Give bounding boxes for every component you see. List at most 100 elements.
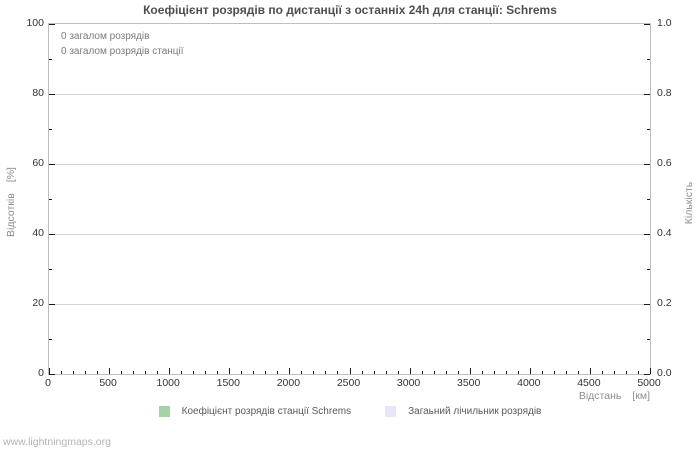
y2-axis-tick-label: 0.0 [657, 367, 672, 379]
y-tick-mark [49, 304, 55, 305]
x-minor-tick-mark [193, 371, 195, 374]
x-minor-tick-mark [145, 371, 147, 374]
legend-item: Загаьний лічильник розрядів [385, 406, 541, 417]
y-tick-mark [49, 234, 55, 235]
x-tick-mark [229, 368, 231, 374]
x-tick-mark [109, 368, 111, 374]
gridline [49, 234, 650, 235]
x-minor-tick-mark [157, 371, 159, 374]
y-axis-tick-label: 20 [32, 297, 44, 309]
x-minor-tick-mark [565, 371, 567, 374]
x-minor-tick-mark [553, 371, 555, 374]
x-axis-title: Відстань [км] [579, 390, 650, 402]
x-minor-tick-mark [277, 371, 279, 374]
x-axis-tick-label: 0 [45, 377, 51, 389]
y-axis-tick-label: 80 [32, 87, 44, 99]
x-tick-mark [529, 368, 531, 374]
x-axis-tick-label: 1000 [156, 377, 180, 389]
x-minor-tick-mark [337, 371, 339, 374]
x-minor-tick-mark [433, 371, 435, 374]
x-minor-tick-mark [493, 371, 495, 374]
x-minor-tick-mark [625, 371, 627, 374]
x-axis-tick-label: 2500 [336, 377, 361, 389]
y2-axis-title-text: Кількість [683, 181, 695, 225]
legend: Коефіцієнт розрядів станції Schrems Загаь… [0, 406, 700, 417]
x-minor-tick-mark [385, 371, 387, 374]
x-minor-tick-mark [637, 371, 639, 374]
y2-axis-title: Кількість [683, 182, 695, 225]
y2-tick-mark [644, 94, 650, 95]
legend-swatch [385, 406, 397, 417]
gridline [49, 304, 650, 305]
y2-axis-tick-label: 0.8 [657, 87, 672, 99]
x-minor-tick-mark [313, 371, 315, 374]
plot-area: 0 загалом розрядів 0 загалом розрядів ста… [48, 23, 651, 375]
y2-tick-mark [644, 374, 650, 375]
x-minor-tick-mark [121, 371, 123, 374]
x-minor-tick-mark [325, 371, 327, 374]
y-tick-mark [49, 94, 55, 95]
x-tick-mark [409, 368, 411, 374]
gridline [49, 94, 650, 95]
x-minor-tick-mark [445, 371, 447, 374]
x-tick-mark [49, 368, 50, 374]
x-axis-tick-label: 5000 [637, 377, 661, 389]
y-axis-tick-label: 100 [26, 17, 44, 29]
y-axis-title: Відсотків [%] [5, 167, 17, 237]
x-tick-mark [469, 368, 471, 374]
y2-minor-tick-mark [647, 129, 650, 130]
x-minor-tick-mark [601, 371, 603, 374]
x-minor-tick-mark [541, 371, 543, 374]
x-minor-tick-mark [217, 371, 219, 374]
y2-tick-mark [644, 304, 650, 305]
x-minor-tick-mark [481, 371, 483, 374]
x-axis-tick-label: 2000 [276, 377, 301, 389]
y-axis-tick-label: 40 [32, 227, 44, 239]
y2-minor-tick-mark [647, 59, 650, 60]
legend-label: Коефіцієнт розрядів станції Schrems [181, 406, 352, 417]
y2-minor-tick-mark [647, 269, 650, 270]
y-tick-mark [49, 24, 55, 25]
x-tick-mark [289, 368, 291, 374]
x-axis-tick-label: 4500 [577, 377, 601, 389]
legend-swatch [158, 406, 170, 417]
legend-item: Коефіцієнт розрядів станції Schrems [158, 406, 352, 417]
x-minor-tick-mark [373, 371, 375, 374]
annotation-line: 0 загалом розрядів станції [61, 46, 184, 57]
x-minor-tick-mark [397, 371, 399, 374]
y2-minor-tick-mark [647, 339, 650, 340]
y2-axis-tick-label: 0.2 [657, 297, 672, 309]
gridline [49, 164, 650, 165]
x-minor-tick-mark [421, 371, 423, 374]
y2-axis-tick-label: 1.0 [657, 17, 672, 29]
y-minor-tick-mark [49, 339, 52, 340]
x-minor-tick-mark [61, 371, 63, 374]
x-tick-mark [349, 368, 351, 374]
x-minor-tick-mark [265, 371, 267, 374]
y2-tick-mark [644, 164, 650, 165]
annotation-box: 0 загалом розрядів 0 загалом розрядів ста… [61, 29, 184, 59]
y-axis-title-text: Відсотків [5, 193, 17, 237]
x-axis-tick-label: 500 [99, 377, 117, 389]
y-tick-mark [49, 164, 55, 165]
x-minor-tick-mark [73, 371, 75, 374]
watermark: www.lightningmaps.org [3, 436, 111, 448]
x-minor-tick-mark [301, 371, 303, 374]
x-axis-title-unit: [км] [632, 390, 650, 402]
legend-label: Загаьний лічильник розрядів [408, 406, 542, 417]
x-minor-tick-mark [85, 371, 87, 374]
y2-tick-mark [644, 24, 650, 25]
annotation-line: 0 загалом розрядів [61, 31, 150, 42]
x-minor-tick-mark [241, 371, 243, 374]
x-minor-tick-mark [181, 371, 183, 374]
x-axis-title-text: Відстань [578, 390, 622, 402]
x-minor-tick-mark [361, 371, 363, 374]
y-minor-tick-mark [49, 199, 52, 200]
x-tick-mark [650, 368, 651, 374]
y-minor-tick-mark [49, 59, 52, 60]
x-axis-tick-label: 3000 [396, 377, 421, 389]
x-minor-tick-mark [517, 371, 519, 374]
x-minor-tick-mark [577, 371, 579, 374]
y-axis-title-unit: [%] [5, 167, 17, 183]
